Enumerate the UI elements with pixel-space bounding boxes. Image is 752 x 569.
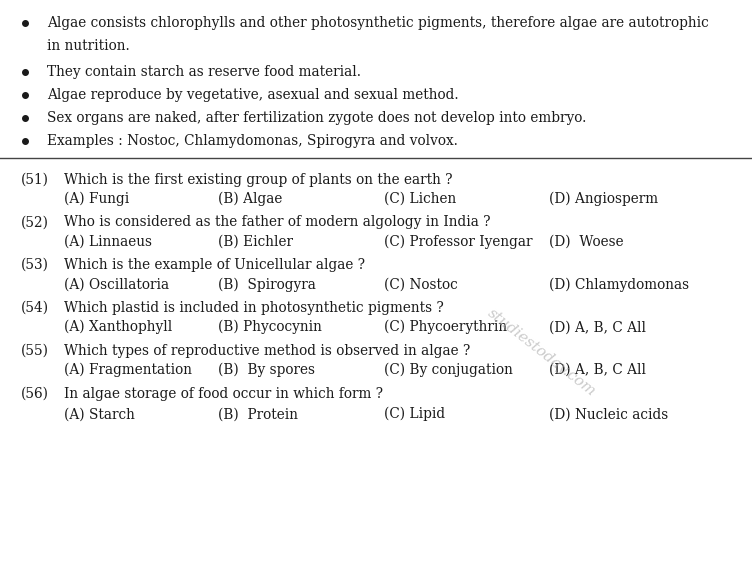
Text: Which is the example of Unicellular algae ?: Which is the example of Unicellular alga… — [64, 258, 365, 272]
Text: (53): (53) — [21, 258, 49, 272]
Text: (A) Linnaeus: (A) Linnaeus — [64, 235, 152, 249]
Text: Which plastid is included in photosynthetic pigments ?: Which plastid is included in photosynthe… — [64, 301, 444, 315]
Text: Who is considered as the father of modern algology in India ?: Who is considered as the father of moder… — [64, 216, 490, 229]
Text: studiestoday.com: studiestoday.com — [485, 306, 598, 399]
Text: (D) A, B, C All: (D) A, B, C All — [549, 363, 646, 377]
Text: (55): (55) — [21, 344, 49, 357]
Text: In algae storage of food occur in which form ?: In algae storage of food occur in which … — [64, 387, 383, 401]
Text: (C) Phycoerythrin: (C) Phycoerythrin — [384, 320, 507, 335]
Text: Sex organs are naked, after fertilization zygote does not develop into embryo.: Sex organs are naked, after fertilizatio… — [47, 111, 586, 125]
Text: (56): (56) — [21, 387, 49, 401]
Text: (A) Oscillatoria: (A) Oscillatoria — [64, 278, 169, 291]
Text: (54): (54) — [21, 301, 49, 315]
Text: (A) Fragmentation: (A) Fragmentation — [64, 362, 192, 377]
Text: (D) A, B, C All: (D) A, B, C All — [549, 320, 646, 334]
Text: (D) Chlamydomonas: (D) Chlamydomonas — [549, 277, 689, 292]
Text: (D)  Woese: (D) Woese — [549, 235, 623, 249]
Text: in nutrition.: in nutrition. — [47, 39, 129, 52]
Text: (C) Lipid: (C) Lipid — [384, 407, 444, 422]
Text: (B) Eichler: (B) Eichler — [218, 235, 293, 249]
Text: (B)  Protein: (B) Protein — [218, 407, 298, 421]
Text: (B) Algae: (B) Algae — [218, 192, 283, 207]
Text: Algae reproduce by vegetative, asexual and sexual method.: Algae reproduce by vegetative, asexual a… — [47, 88, 458, 102]
Text: They contain starch as reserve food material.: They contain starch as reserve food mate… — [47, 65, 361, 79]
Text: (D) Nucleic acids: (D) Nucleic acids — [549, 407, 669, 421]
Text: Which is the first existing group of plants on the earth ?: Which is the first existing group of pla… — [64, 173, 453, 187]
Text: (A) Fungi: (A) Fungi — [64, 192, 129, 207]
Text: (C) Professor Iyengar: (C) Professor Iyengar — [384, 234, 532, 249]
Text: (A) Starch: (A) Starch — [64, 407, 135, 421]
Text: (C) By conjugation: (C) By conjugation — [384, 362, 512, 377]
Text: (B)  Spirogyra: (B) Spirogyra — [218, 277, 316, 292]
Text: (B) Phycocynin: (B) Phycocynin — [218, 320, 322, 335]
Text: Examples : Nostoc, Chlamydomonas, Spirogyra and volvox.: Examples : Nostoc, Chlamydomonas, Spirog… — [47, 134, 457, 148]
Text: (51): (51) — [21, 173, 49, 187]
Text: (D) Angiosperm: (D) Angiosperm — [549, 192, 658, 207]
Text: (A) Xanthophyll: (A) Xanthophyll — [64, 320, 172, 335]
Text: (B)  By spores: (B) By spores — [218, 362, 315, 377]
Text: (52): (52) — [21, 216, 49, 229]
Text: (C) Lichen: (C) Lichen — [384, 192, 456, 206]
Text: (C) Nostoc: (C) Nostoc — [384, 278, 457, 291]
Text: Which types of reproductive method is observed in algae ?: Which types of reproductive method is ob… — [64, 344, 470, 357]
Text: Algae consists chlorophylls and other photosynthetic pigments, therefore algae a: Algae consists chlorophylls and other ph… — [47, 16, 708, 30]
